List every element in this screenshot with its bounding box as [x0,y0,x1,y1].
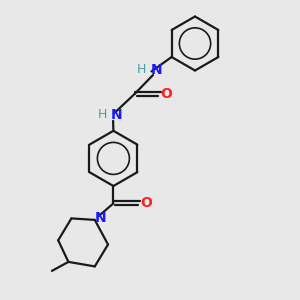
Text: H: H [137,63,147,76]
Text: O: O [160,87,172,100]
Text: O: O [140,196,152,210]
Text: N: N [94,211,106,225]
Text: N: N [151,63,163,77]
Text: H: H [97,108,107,122]
Text: N: N [111,108,123,122]
